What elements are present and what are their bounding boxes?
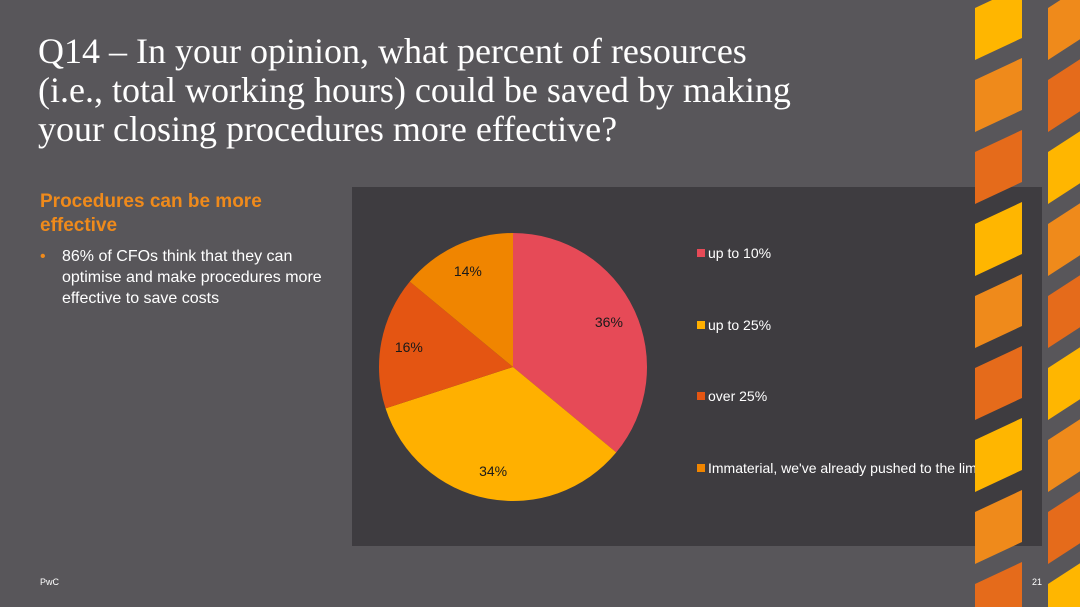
decorative-shape [1048, 563, 1080, 607]
pie-slice-over-25 [379, 281, 513, 409]
decorative-shape [975, 346, 1022, 420]
legend-label: up to 25% [708, 317, 772, 333]
legend-label: over 25% [708, 388, 768, 404]
pie-slice-up-to-25 [385, 367, 617, 501]
pie-slice-immaterial-we-ve-already-pushed-to-the-limit [409, 233, 513, 367]
decorative-shape [1048, 491, 1080, 564]
decorative-parallelogram-pattern [975, 0, 1080, 607]
decorative-shape [975, 274, 1022, 348]
decorative-shape [975, 58, 1022, 132]
pie-data-label: 16% [395, 339, 423, 355]
decorative-shape [1048, 131, 1080, 204]
decorative-shape [1048, 275, 1080, 348]
legend-item: Immaterial, we've already pushed to the … [697, 460, 984, 476]
decorative-shape [975, 562, 1022, 607]
footer-brand: PwC [40, 577, 60, 587]
pie-data-label: 34% [479, 463, 507, 479]
legend-item: up to 25% [697, 317, 771, 333]
decorative-shape [1048, 59, 1080, 132]
slide-title: Q14 – In your opinion, what percent of r… [38, 31, 791, 149]
bullet-icon: • [40, 248, 46, 265]
legend-item: over 25% [697, 388, 767, 404]
bullet-list: • 86% of CFOs think that they can optimi… [40, 246, 330, 309]
legend-label: up to 10% [708, 245, 772, 261]
subheading: Procedures can be more effective [40, 191, 262, 236]
page-number: 21 [1031, 577, 1042, 587]
decorative-shape [1048, 0, 1080, 60]
legend-item: up to 10% [697, 245, 771, 261]
bullet-item: • 86% of CFOs think that they can optimi… [40, 246, 330, 309]
decorative-shape [975, 202, 1022, 276]
decorative-shape [975, 418, 1022, 492]
decorative-shape [975, 130, 1022, 204]
pie-chart: 36% 34% 16% 14% [379, 233, 647, 501]
legend-swatch [697, 392, 705, 400]
decorative-shape [1048, 419, 1080, 492]
decorative-shape [1048, 347, 1080, 420]
legend-swatch [697, 321, 705, 329]
decorative-shape [975, 0, 1022, 60]
bullet-text: 86% of CFOs think that they can optimise… [62, 248, 322, 307]
chart-legend: up to 10% up to 25% over 25% Immaterial, we… [697, 187, 1037, 546]
chart-panel: 36% 34% 16% 14% up to 10% up to 25% over 25% I… [352, 187, 1042, 546]
pie-data-label: 14% [454, 263, 482, 279]
legend-swatch [697, 249, 705, 257]
legend-label: Immaterial, we've already pushed to the … [708, 460, 984, 476]
decorative-shape [975, 490, 1022, 564]
legend-swatch [697, 464, 705, 472]
pie-slice-up-to-10 [513, 233, 647, 453]
decorative-shape [1048, 203, 1080, 276]
pie-data-label: 36% [595, 314, 623, 330]
